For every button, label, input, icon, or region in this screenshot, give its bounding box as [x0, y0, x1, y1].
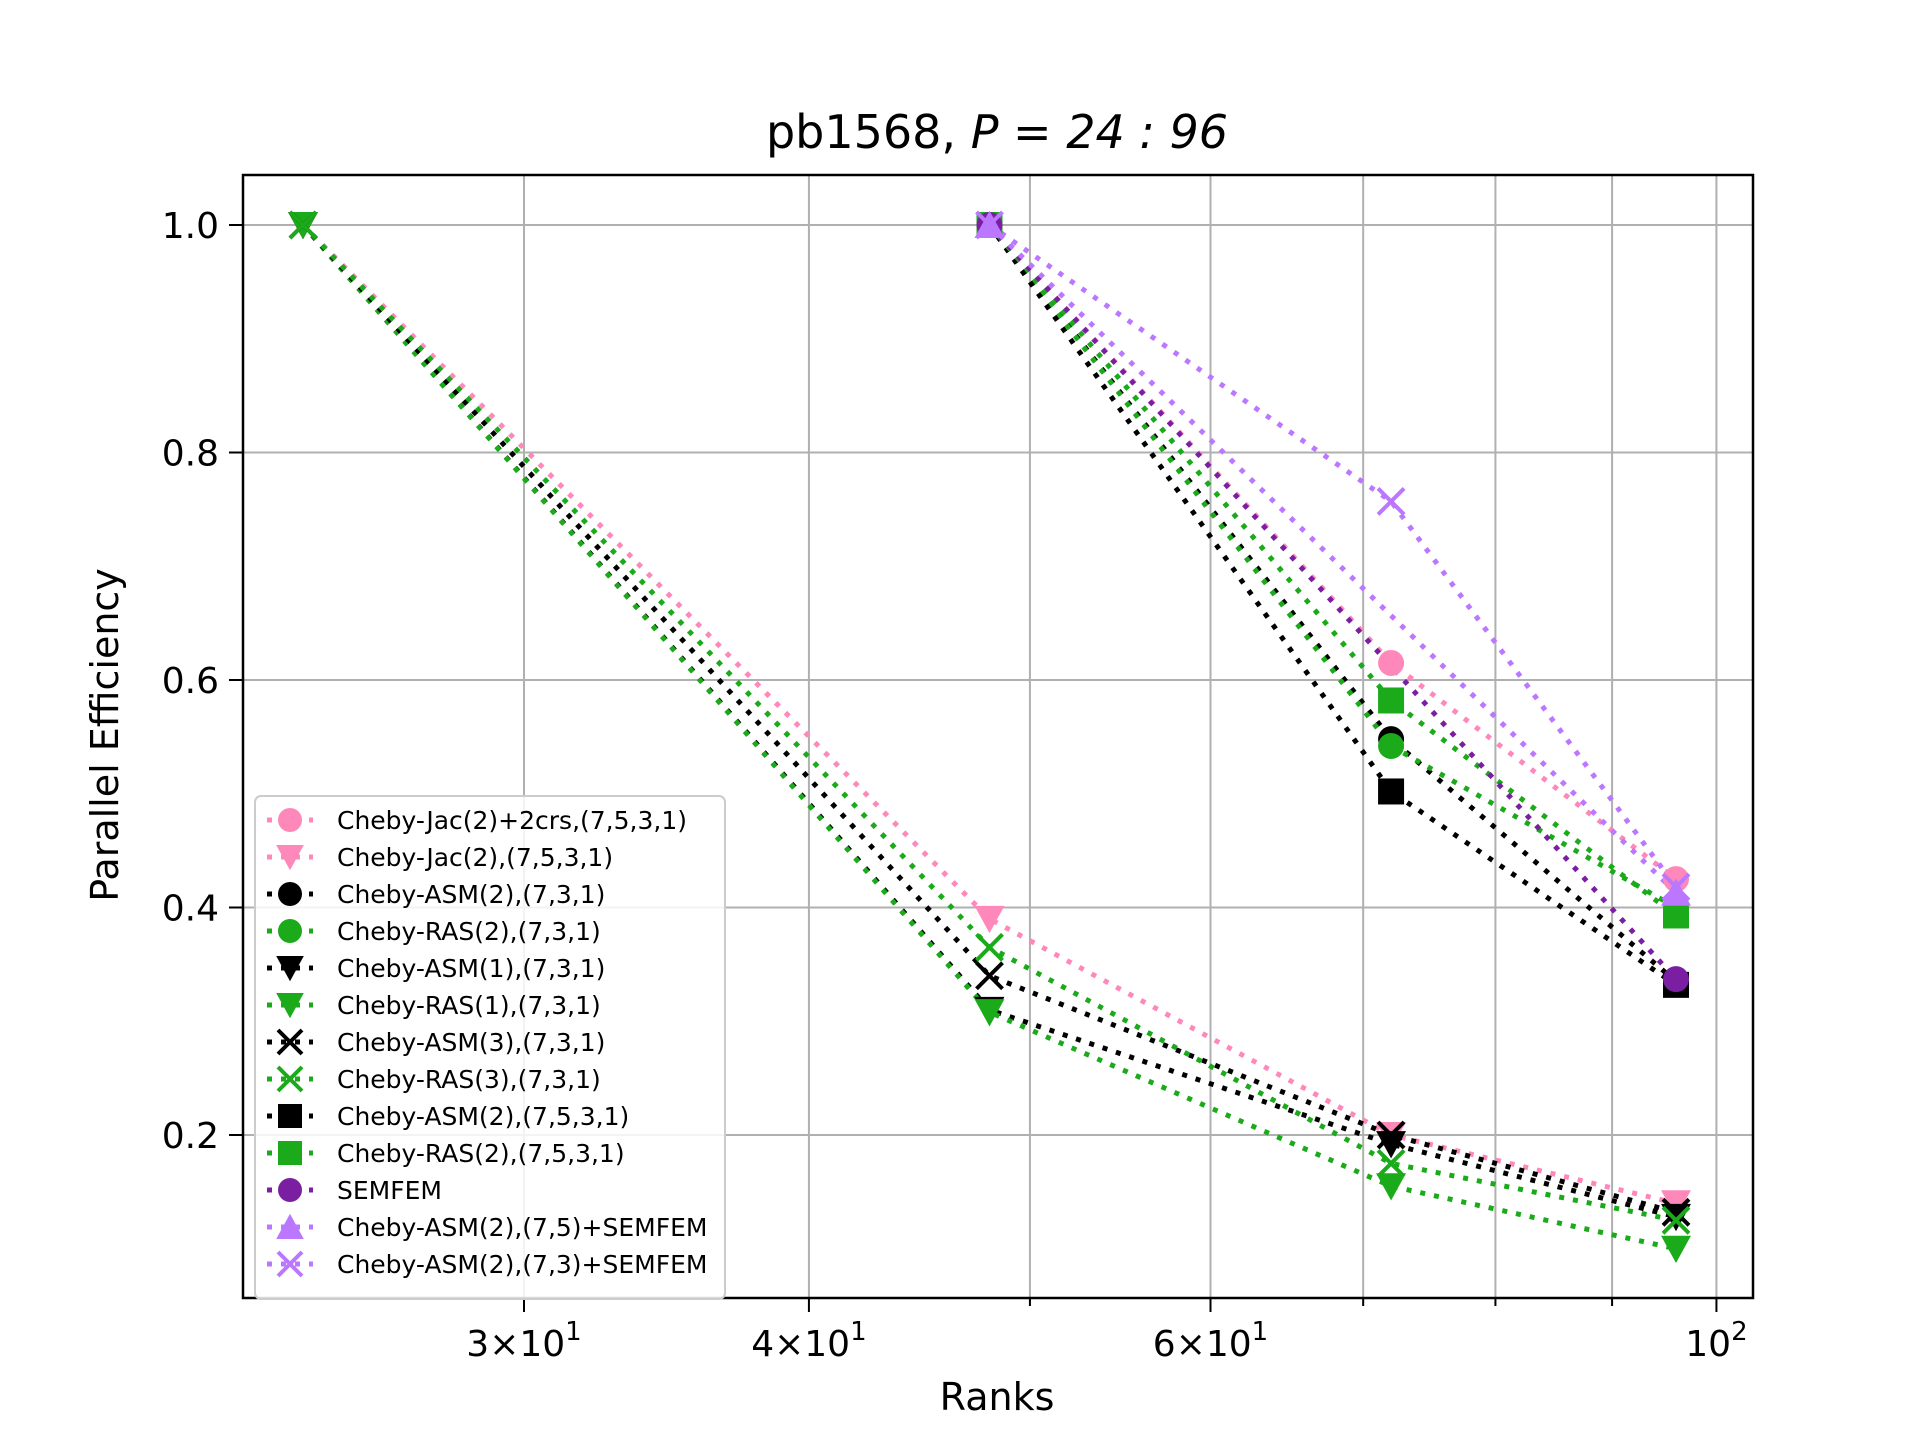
legend-label: Cheby-RAS(2),(7,3,1) [337, 917, 601, 946]
legend-marker [278, 882, 302, 906]
y-tick-label: 0.8 [162, 434, 219, 475]
data-point [1378, 649, 1405, 676]
data-point [1663, 966, 1689, 993]
x-tick-label: 102 [1685, 1317, 1747, 1365]
legend-label: Cheby-Jac(2)+2crs,(7,5,3,1) [337, 806, 687, 835]
x-axis-label: Ranks [940, 1375, 1055, 1419]
legend-label: Cheby-ASM(2),(7,3,1) [337, 880, 605, 909]
legend-label: Cheby-ASM(2),(7,3)+SEMFEM [337, 1250, 707, 1279]
legend-label: Cheby-ASM(2),(7,5,3,1) [337, 1102, 629, 1131]
legend-marker [278, 1178, 302, 1202]
legend-marker [276, 1028, 304, 1056]
data-point [1376, 1120, 1406, 1150]
legend-label: Cheby-ASM(2),(7,5)+SEMFEM [337, 1213, 707, 1242]
x-tick-label: 4×101 [751, 1317, 866, 1365]
y-tick-label: 0.6 [162, 661, 219, 702]
data-point [1376, 1149, 1406, 1178]
data-point [1376, 486, 1406, 516]
axis-ticks: 3×101 4×101 6×101 102 0.2 0.4 0.6 0.8 1.0 [162, 206, 1748, 1365]
legend-label: Cheby-ASM(3),(7,3,1) [337, 1028, 605, 1057]
data-point [1661, 872, 1691, 902]
legend-label: Cheby-RAS(2),(7,5,3,1) [337, 1139, 625, 1168]
y-tick-label: 0.4 [162, 889, 219, 930]
data-point [974, 999, 1005, 1027]
x-tick-label: 3×101 [466, 1317, 581, 1365]
series-line [301, 223, 1677, 1223]
y-tick-label: 1.0 [162, 206, 219, 247]
series-line [301, 223, 1677, 1206]
data-point [975, 961, 1004, 991]
plot-frame [241, 173, 1755, 1300]
data-point [1376, 1173, 1407, 1201]
legend-marker [278, 808, 302, 832]
data-point [1376, 1131, 1407, 1159]
series-line [301, 223, 1677, 1252]
data-point [1378, 732, 1405, 759]
y-tick-label: 0.2 [162, 1116, 219, 1157]
legend-label: Cheby-RAS(3),(7,3,1) [337, 1065, 601, 1094]
data-point [1661, 878, 1691, 906]
legend-marker [276, 845, 304, 871]
data-point [1661, 1197, 1691, 1227]
legend-marker [276, 1065, 304, 1093]
legend-marker [276, 1250, 304, 1278]
data-point [975, 210, 1004, 240]
legend-label: Cheby-RAS(1),(7,3,1) [337, 991, 601, 1020]
data-point [974, 905, 1005, 934]
legend-marker [276, 993, 304, 1019]
legend-marker [276, 956, 304, 982]
legend: Cheby-Jac(2)+2crs,(7,5,3,1) Cheby-Jac(2),… [254, 795, 726, 1300]
series-line [987, 223, 1678, 895]
series-line [301, 223, 1677, 1215]
legend-marker [276, 1213, 304, 1239]
series-lines [301, 222, 1679, 1252]
legend-marker [278, 1141, 302, 1165]
data-point [1378, 778, 1405, 805]
data-point [1661, 1205, 1691, 1235]
x-tick-label: 6×101 [1153, 1317, 1268, 1365]
legend-label: SEMFEM [337, 1176, 442, 1205]
y-axis-label: Parallel Efficiency [83, 568, 127, 902]
data-point [1663, 902, 1689, 929]
legend-label: Cheby-Jac(2),(7,5,3,1) [337, 843, 613, 872]
legend-marker [278, 919, 302, 943]
legend-box [254, 795, 726, 1300]
data-point [288, 210, 318, 240]
series-markers [288, 210, 1691, 1264]
series-line [987, 223, 1678, 981]
data-point [975, 932, 1004, 962]
legend-label: Cheby-ASM(1),(7,3,1) [337, 954, 605, 983]
data-point [1661, 1235, 1691, 1264]
chart-title: pb1568, P = 24 : 96 [766, 105, 1228, 159]
legend-marker [278, 1104, 302, 1128]
data-point [1378, 687, 1405, 714]
